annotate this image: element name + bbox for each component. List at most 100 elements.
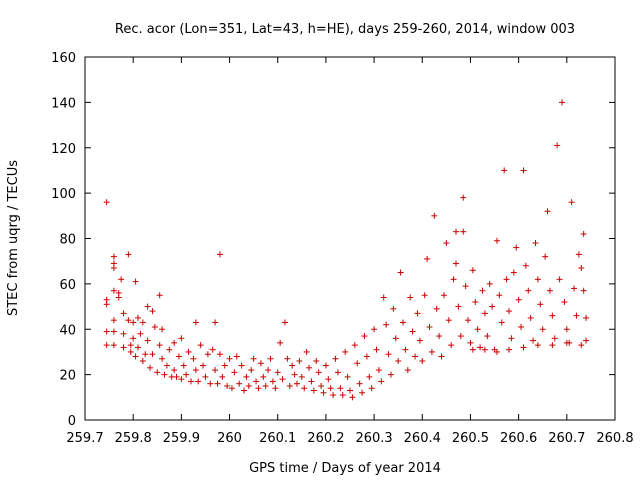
data-point [118,276,125,283]
y-tick-label: 140 [51,96,76,111]
data-point [277,339,284,346]
data-point [448,342,455,349]
data-point [127,348,134,355]
data-point [342,348,349,355]
data-point [212,319,219,326]
axis-ticks: 259.7 259.8 259.9 260 260.1 260.2 260.3 260.4 26… [51,51,633,446]
data-point [530,337,537,344]
data-point [132,278,139,285]
data-point [284,355,291,362]
data-point [289,362,296,369]
data-point [421,292,428,299]
data-point [178,335,185,342]
data-point [224,382,231,389]
data-point [433,305,440,312]
data-point [354,360,361,367]
data-point [132,353,139,360]
data-point [506,308,512,315]
data-point [554,142,561,149]
data-point [347,387,353,394]
data-point [513,244,520,251]
data-point [467,339,474,346]
data-point [330,392,337,399]
x-tick-label: 260.8 [596,431,633,446]
data-point [431,212,438,219]
data-point [551,335,558,342]
data-point [214,380,221,387]
data-point [481,346,488,353]
x-tick-label: 260.4 [404,431,441,446]
data-point [192,367,199,374]
data-point [390,305,397,312]
data-point [373,346,380,353]
data-point [286,382,293,389]
data-point [344,373,351,380]
data-point [238,362,245,369]
data-point [149,351,156,358]
data-point [228,385,235,392]
data-point [315,369,322,376]
x-tick-label: 260 [217,431,242,446]
data-point [226,355,233,362]
y-tick-label: 60 [59,278,76,293]
data-point [534,276,541,283]
data-point [387,371,394,378]
data-point [546,287,553,294]
data-point [156,292,163,299]
data-point [443,240,450,247]
data-point [363,353,370,360]
data-point [142,351,149,358]
x-tick-label: 260.3 [355,431,392,446]
data-point [190,355,197,362]
data-point [428,348,435,355]
data-point [424,255,431,262]
data-point [110,287,117,294]
y-tick-label: 120 [51,142,76,157]
data-point [479,287,486,294]
y-tick-label: 0 [68,414,76,429]
data-point [559,99,565,106]
x-tick-label: 260.1 [259,431,296,446]
data-point [216,251,223,258]
data-point [294,380,300,387]
data-point [183,371,190,378]
chart-title: Rec. acor (Lon=351, Lat=43, h=HE), days … [115,22,575,37]
data-point [383,321,390,328]
data-point [404,367,411,374]
data-point [120,344,127,351]
data-point [412,353,419,360]
x-tick-label: 260.5 [452,431,489,446]
data-point [306,364,313,371]
data-point [110,342,117,349]
y-tick-label: 40 [59,323,76,338]
data-point [209,346,216,353]
data-point [267,355,274,362]
x-tick-label: 260.6 [500,431,537,446]
data-point [544,208,551,215]
data-point [272,385,279,392]
data-point [207,380,214,387]
data-point [407,294,414,301]
data-point [453,260,459,267]
data-point [400,319,406,326]
data-point [334,369,341,376]
data-point [493,237,500,244]
data-point [460,194,467,201]
data-point [139,358,146,365]
data-point [296,358,303,365]
x-tick-label: 259.9 [163,431,200,446]
data-point [318,382,325,389]
data-point [549,342,556,349]
data-point [503,276,510,283]
data-point [185,348,192,355]
data-point [303,348,310,355]
data-point [527,314,534,321]
data-point [462,283,469,290]
data-point [212,367,219,374]
data-point [325,376,332,383]
data-point [245,382,252,389]
x-axis-label: GPS time / Days of year 2014 [249,461,441,476]
y-tick-label: 20 [59,369,76,384]
data-point [397,269,404,276]
